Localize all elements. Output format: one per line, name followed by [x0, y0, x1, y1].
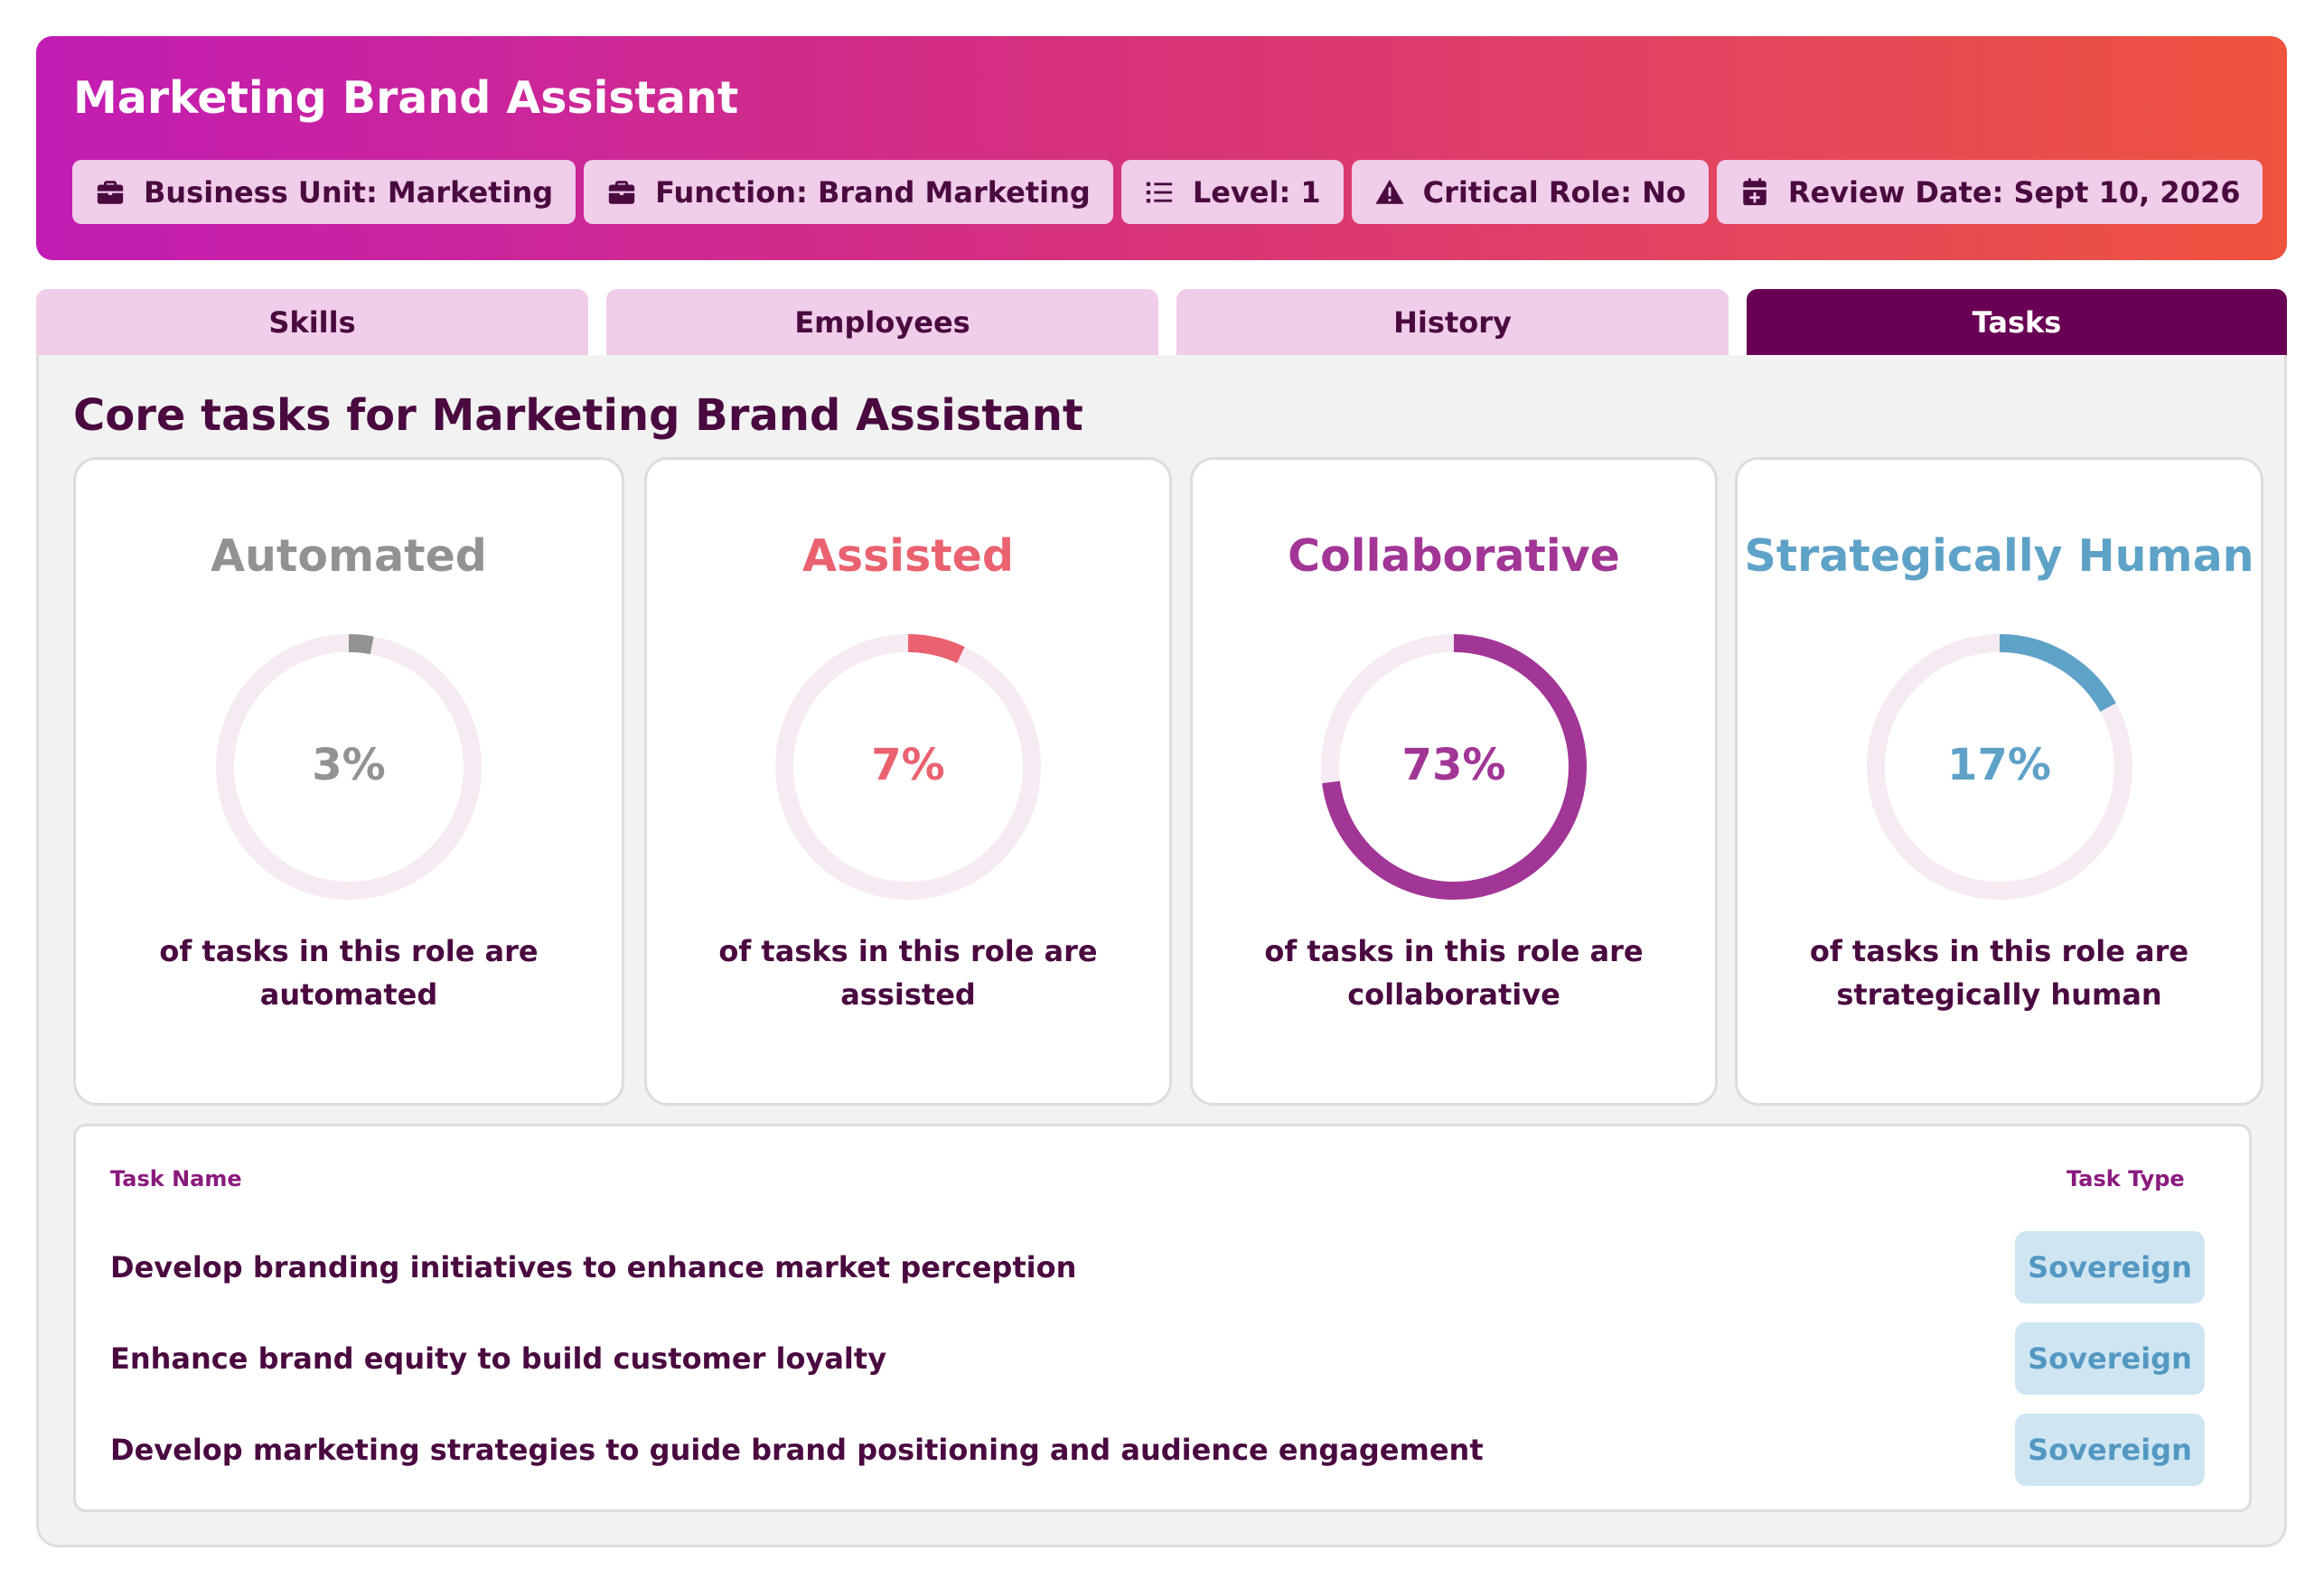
donut-chart: [1321, 634, 1587, 900]
role-meta-chips: Business Unit: Marketing Function: Brand…: [72, 160, 2263, 224]
role-header: Marketing Brand Assistant Business Unit:…: [36, 36, 2287, 260]
task-type-badge: Sovereign: [2015, 1231, 2205, 1303]
task-type-badge: Sovereign: [2015, 1414, 2205, 1486]
chip-label: Function: Brand Marketing: [655, 174, 1091, 210]
donut-value: 17%: [1947, 740, 2051, 790]
donut-value: 3%: [312, 740, 386, 790]
card-automated: Automated 3% of tasks in this role are a…: [73, 457, 624, 1106]
donut-arc: [1321, 634, 1587, 900]
task-name: Enhance brand equity to build customer l…: [110, 1341, 887, 1376]
chip-label: Business Unit: Marketing: [144, 174, 554, 210]
card-description-line: of tasks in this role are: [718, 934, 1098, 968]
warning-icon: [1375, 179, 1404, 204]
column-header-task-type: Task Type: [2066, 1166, 2185, 1191]
card-description-line: of tasks in this role are: [1264, 934, 1644, 968]
role-title: Marketing Brand Assistant: [73, 72, 739, 124]
card-title: Collaborative: [1288, 530, 1620, 582]
column-header-task-name: Task Name: [110, 1166, 242, 1191]
card-title: Assisted: [802, 530, 1014, 582]
task-table: Task Name Task Type Develop branding ini…: [73, 1124, 2252, 1512]
chip-function: Function: Brand Marketing: [584, 160, 1113, 224]
card-title: Automated: [211, 530, 487, 582]
table-row: Enhance brand equity to build customer l…: [76, 1322, 2249, 1395]
card-description-line: automated: [259, 977, 438, 1012]
chip-label: Review Date: Sept 10, 2026: [1787, 174, 2241, 210]
chip-label: Level: 1: [1192, 174, 1321, 210]
card-description-line: assisted: [840, 977, 976, 1012]
card-description: of tasks in this role are collaborative: [1211, 930, 1697, 1016]
card-strategically-human: Strategically Human 17% of tasks in this…: [1735, 457, 2263, 1106]
donut-arc: [775, 634, 1041, 900]
donut-value: 7%: [871, 740, 945, 790]
calendar-icon: [1743, 177, 1766, 205]
table-row: Develop branding initiatives to enhance …: [76, 1231, 2249, 1303]
tab-history[interactable]: History: [1176, 289, 1729, 355]
card-description: of tasks in this role are strategically …: [1756, 930, 2243, 1016]
briefcase-icon: [97, 180, 124, 204]
task-name: Develop branding initiatives to enhance …: [110, 1250, 1077, 1285]
task-type-badge: Sovereign: [2015, 1322, 2205, 1395]
chip-critical-role: Critical Role: No: [1351, 160, 1709, 224]
card-collaborative: Collaborative 73% of tasks in this role …: [1190, 457, 1718, 1106]
card-description-line: strategically human: [1836, 977, 2162, 1012]
card-description-line: of tasks in this role are: [1809, 934, 2189, 968]
donut-arc: [1866, 634, 2132, 900]
list-icon: [1146, 182, 1172, 202]
card-description-line: of tasks in this role are: [159, 934, 539, 968]
chip-business-unit: Business Unit: Marketing: [72, 160, 576, 224]
task-name: Develop marketing strategies to guide br…: [110, 1433, 1484, 1467]
table-row: Develop marketing strategies to guide br…: [76, 1414, 2249, 1486]
tab-employees[interactable]: Employees: [606, 289, 1158, 355]
chip-label: Critical Role: No: [1422, 174, 1686, 210]
card-description: of tasks in this role are assisted: [665, 930, 1151, 1016]
chip-review-date: Review Date: Sept 10, 2026: [1716, 160, 2263, 224]
donut-arc: [216, 634, 482, 900]
tab-tasks[interactable]: Tasks: [1747, 289, 2287, 355]
donut-chart: [775, 634, 1041, 900]
donut-value: 73%: [1401, 740, 1506, 790]
donut-chart: [1866, 634, 2132, 900]
chip-level: Level: 1: [1120, 160, 1344, 224]
section-title: Core tasks for Marketing Brand Assistant: [73, 390, 1083, 441]
card-description-line: collaborative: [1347, 977, 1560, 1012]
briefcase-icon: [609, 180, 635, 204]
tab-skills[interactable]: Skills: [36, 289, 588, 355]
card-title: Strategically Human: [1744, 530, 2254, 582]
card-assisted: Assisted 7% of tasks in this role are as…: [644, 457, 1172, 1106]
card-description: of tasks in this role are automated: [94, 930, 604, 1016]
donut-chart: [216, 634, 482, 900]
